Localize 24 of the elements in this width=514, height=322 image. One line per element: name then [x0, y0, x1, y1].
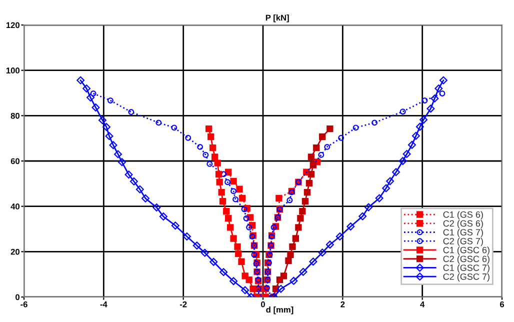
x-tick-label: 2 [340, 301, 345, 308]
legend-label: C2 (GSC 7) [443, 273, 490, 282]
legend-label: C1 (GSC 6) [443, 246, 490, 256]
y-tick-label: 20 [10, 248, 20, 255]
y-tick-label: 60 [10, 158, 20, 164]
x-tick-label: 6 [500, 301, 504, 308]
legend-label: C1 (GS 6) [443, 211, 483, 220]
legend-label: C2 (GS 7) [443, 238, 483, 246]
legend-label: C2 (GSC 6) [443, 255, 490, 264]
y-tick-label: 100 [6, 68, 20, 74]
x-tick-label: -2 [180, 301, 187, 308]
x-tick-label: -6 [20, 301, 28, 308]
legend-label: C2 (GS 6) [443, 220, 483, 228]
y-tick-label: 80 [10, 112, 20, 119]
x-tick-label: 4 [420, 301, 425, 308]
y-tick-label: 40 [10, 204, 20, 210]
y-tick-label: 120 [6, 22, 20, 28]
y-axis-title: P [kN] [266, 14, 289, 22]
y-tick-label: 0 [16, 294, 20, 300]
x-axis-title: d [mm] [266, 306, 294, 314]
legend-label: C1 (GSC 7) [443, 264, 490, 273]
x-tick-label: 0 [261, 301, 265, 308]
x-tick-label: -4 [100, 301, 108, 308]
legend-label: C1 (GS 7) [443, 228, 483, 238]
